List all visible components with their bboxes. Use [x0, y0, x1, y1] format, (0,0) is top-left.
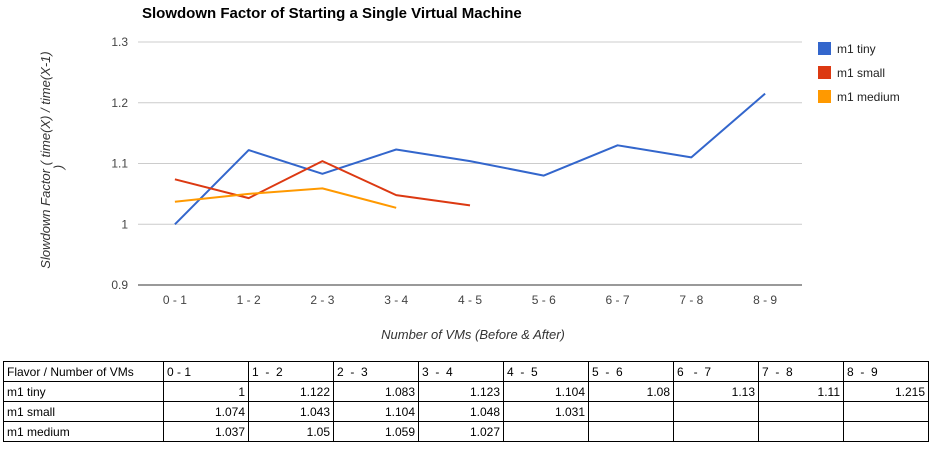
table-cell: 1.059 [333, 421, 419, 442]
y-axis-ticks: 1.3 1.2 1.1 1 0.9 [111, 35, 128, 292]
table-row-label: m1 tiny [3, 381, 164, 402]
y-tick-label: 1.3 [111, 35, 128, 49]
x-tick-label: 6 - 7 [606, 293, 630, 307]
y-tick-label: 1.1 [111, 157, 128, 171]
table-cell [673, 421, 759, 442]
series-lines [174, 92, 766, 226]
y-tick-label: 1.2 [111, 96, 128, 110]
table-cell: 1.031 [503, 401, 589, 422]
table-row-label: m1 small [3, 401, 164, 422]
table-cell: 1.13 [673, 381, 759, 402]
table-cell [758, 421, 844, 442]
gridlines [138, 41, 802, 286]
table-cell: 1.05 [248, 421, 334, 442]
table-cell: 1.027 [418, 421, 504, 442]
table-row: m1 small 1.074 1.043 1.104 1.048 1.031 [3, 401, 929, 422]
table-cell [843, 421, 929, 442]
x-tick-label: 2 - 3 [310, 293, 334, 307]
legend-label: m1 medium [837, 90, 900, 104]
table-cell: 1.08 [588, 381, 674, 402]
table-cell: 1.037 [163, 421, 249, 442]
y-axis-label-line1: Slowdown Factor ( time(X) / time(X-1) [38, 51, 53, 268]
table-header-cell: 4 - 5 [503, 361, 589, 382]
table-cell [673, 401, 759, 422]
table-row-label: m1 medium [3, 421, 164, 442]
x-axis-ticks: 0 - 1 1 - 2 2 - 3 3 - 4 4 - 5 5 - 6 6 - 7 7 - 8… [163, 293, 778, 307]
x-tick-label: 8 - 9 [753, 293, 777, 307]
table-cell: 1 [163, 381, 249, 402]
y-axis-label-line2: ) [51, 165, 66, 171]
legend-swatch [818, 66, 831, 79]
table-cell: 1.074 [163, 401, 249, 422]
table-cell [588, 421, 674, 442]
x-tick-label: 5 - 6 [532, 293, 556, 307]
x-tick-label: 1 - 2 [237, 293, 261, 307]
y-tick-label: 0.9 [111, 278, 128, 292]
table-header-cell: 7 - 8 [758, 361, 844, 382]
table-cell: 1.104 [503, 381, 589, 402]
table-header-cell: 5 - 6 [588, 361, 674, 382]
series-line-m1-tiny [174, 92, 766, 226]
x-tick-label: 7 - 8 [679, 293, 703, 307]
table-cell: 1.104 [333, 401, 419, 422]
table-cell: 1.123 [418, 381, 504, 402]
table-header-cell: 2 - 3 [333, 361, 419, 382]
table-row: m1 tiny 1 1.122 1.083 1.123 1.104 1.08 1.13 1.11… [3, 381, 929, 402]
table-cell: 1.215 [843, 381, 929, 402]
table-header-cell: 6 - 7 [673, 361, 759, 382]
table-cell [843, 401, 929, 422]
table-row: m1 medium 1.037 1.05 1.059 1.027 [3, 421, 929, 442]
x-tick-label: 0 - 1 [163, 293, 187, 307]
x-tick-label: 3 - 4 [384, 293, 408, 307]
table-cell: 1.043 [248, 401, 334, 422]
table-cell: 1.11 [758, 381, 844, 402]
chart-title: Slowdown Factor of Starting a Single Vir… [142, 5, 522, 22]
table-header-cell: 1 - 2 [248, 361, 334, 382]
legend: m1 tiny m1 small m1 medium [818, 42, 900, 104]
series-line-m1-medium [174, 187, 397, 209]
table-header-cell: Flavor / Number of VMs [3, 361, 164, 382]
legend-swatch [818, 90, 831, 103]
legend-label: m1 small [837, 66, 885, 80]
table-header-cell: 8 - 9 [843, 361, 929, 382]
table-cell: 1.048 [418, 401, 504, 422]
table-header-cell: 3 - 4 [418, 361, 504, 382]
table-header-cell: 0 - 1 [163, 361, 249, 382]
x-tick-label: 4 - 5 [458, 293, 482, 307]
table-cell: 1.083 [333, 381, 419, 402]
table-cell [503, 421, 589, 442]
line-chart: Slowdown Factor of Starting a Single Vir… [38, 5, 900, 342]
y-tick-label: 1 [121, 217, 128, 231]
table-cell: 1.122 [248, 381, 334, 402]
x-axis-label: Number of VMs (Before & After) [381, 327, 565, 342]
legend-swatch [818, 42, 831, 55]
table-cell [758, 401, 844, 422]
table-cell [588, 401, 674, 422]
legend-label: m1 tiny [837, 42, 876, 56]
series-line-m1-small [174, 160, 471, 207]
